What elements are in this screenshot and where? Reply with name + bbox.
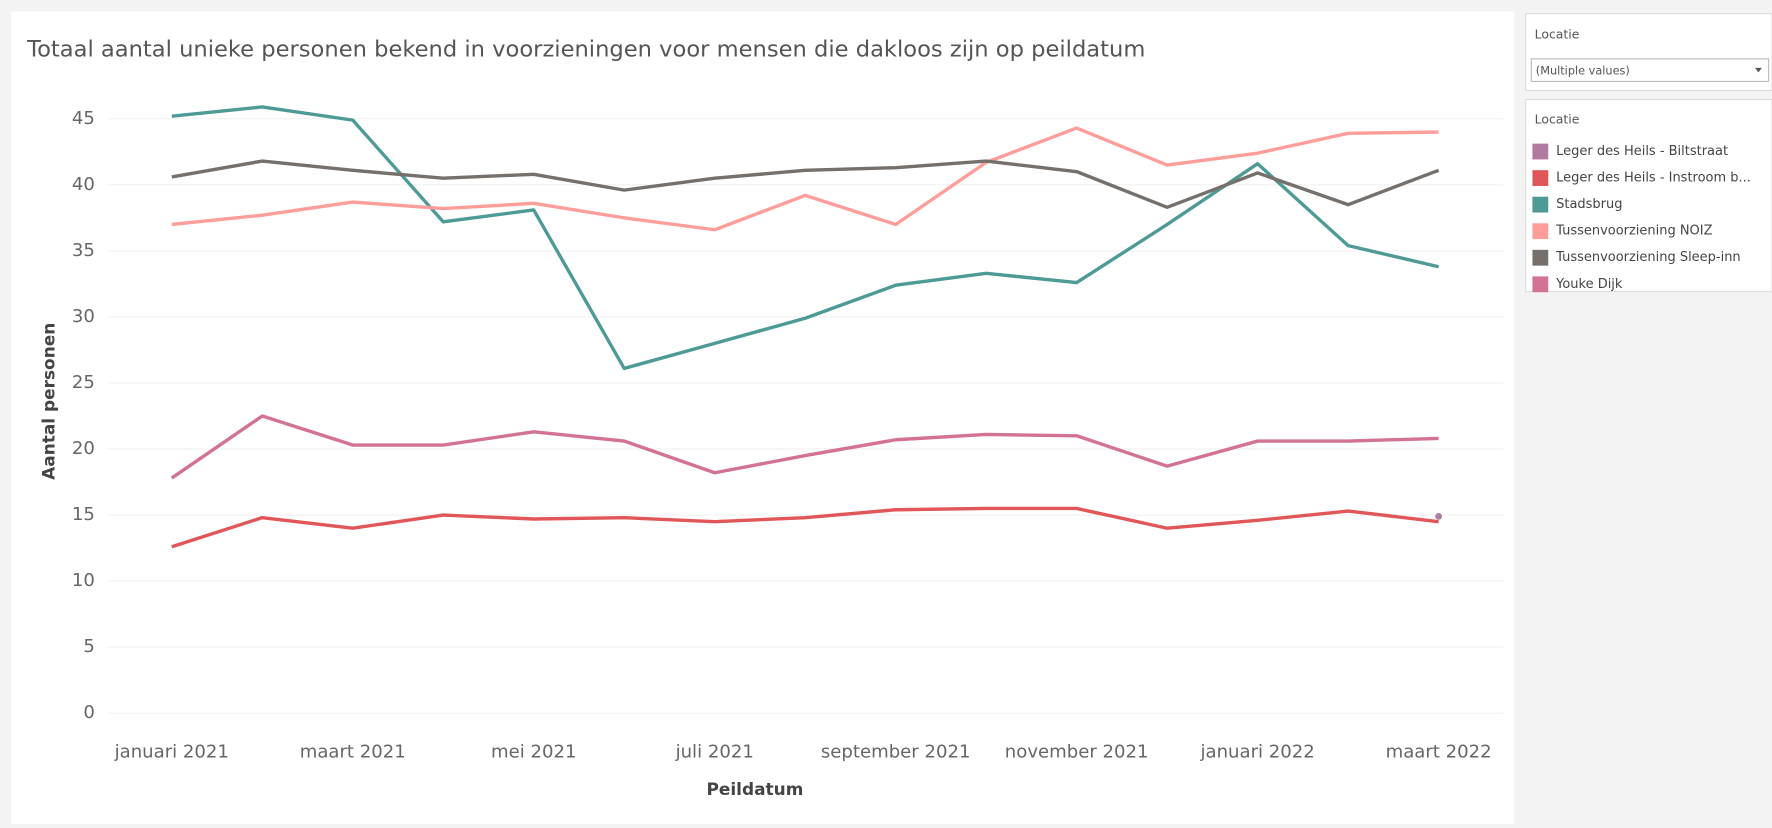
y-tick-label: 25 (72, 372, 95, 393)
y-tick-label: 5 (83, 636, 95, 657)
legend-swatch (1532, 223, 1549, 240)
x-tick-label: september 2021 (821, 742, 971, 763)
legend-title: Locatie (1535, 111, 1580, 126)
chart-title: Totaal aantal unieke personen bekend in … (26, 36, 1145, 62)
legend-label: Leger des Heils - Biltstraat (1556, 144, 1728, 159)
legend-swatch (1532, 196, 1549, 213)
y-tick-label: 45 (72, 108, 95, 129)
x-tick-label: maart 2021 (300, 742, 406, 763)
legend-swatch (1532, 276, 1549, 293)
series-line (171, 126, 1439, 232)
legend-label: Youke Dijk (1555, 277, 1623, 292)
series-line (171, 159, 1440, 209)
legend-panel (1525, 98, 1772, 293)
legend-label: Stadsbrug (1556, 197, 1622, 212)
y-tick-label: 15 (72, 504, 95, 525)
point (1435, 512, 1443, 520)
y-tick-label: 40 (72, 174, 95, 195)
x-tick-label: januari 2022 (1199, 742, 1314, 763)
legend-label: Tussenvoorziening Sleep-inn (1555, 250, 1741, 265)
x-tick-label: maart 2022 (1386, 742, 1492, 763)
y-axis-title: Aantal personen (39, 323, 59, 480)
legend-label: Leger des Heils - Instroom b... (1556, 171, 1751, 186)
legend-label: Tussenvoorziening NOIZ (1555, 224, 1712, 239)
x-tick-label: mei 2021 (491, 742, 577, 763)
y-tick-label: 10 (72, 570, 95, 591)
legend-swatch (1532, 143, 1549, 160)
filter-dropdown[interactable] (1530, 58, 1770, 83)
filter-value: (Multiple values) (1536, 64, 1630, 77)
x-tick-label: november 2021 (1005, 742, 1149, 763)
y-tick-label: 35 (72, 240, 95, 261)
x-tick-label: juli 2021 (675, 742, 754, 763)
dropdown-arrow (1755, 67, 1762, 73)
y-tick-label: 0 (83, 702, 95, 723)
series-line (171, 506, 1439, 549)
legend-swatch (1532, 249, 1549, 266)
chart-panel (11, 11, 1515, 824)
y-tick-label: 20 (72, 438, 95, 459)
y-tick-label: 30 (72, 306, 95, 327)
series-line (170, 414, 1439, 480)
x-axis-title: Peildatum (706, 779, 803, 799)
legend-swatch (1532, 170, 1549, 186)
x-tick-label: januari 2021 (114, 742, 229, 763)
filter-title: Locatie (1535, 27, 1580, 42)
